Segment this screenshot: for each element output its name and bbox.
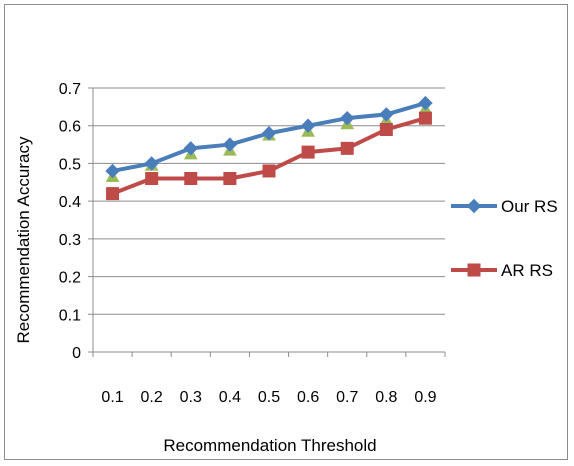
series-0 [105, 95, 433, 179]
legend: Our RS AR RS [451, 197, 558, 280]
x-tick-label: 0.1 [101, 389, 123, 406]
x-tick-label: 0.9 [414, 389, 436, 406]
series-point [222, 137, 238, 152]
series-point [418, 95, 433, 111]
series-point [261, 126, 277, 141]
x-tick-label: 0.4 [219, 389, 241, 406]
y-axis-title: Recommendation Accuracy [14, 136, 33, 343]
series-point [379, 107, 394, 122]
y-tick-label: 0.5 [59, 156, 81, 173]
legend-item: Our RS [451, 197, 558, 216]
series-point [106, 187, 120, 201]
x-tick-label: 0.7 [336, 389, 358, 406]
y-tick-label: 0.7 [59, 81, 81, 98]
legend-label: Our RS [501, 197, 558, 216]
series-point [340, 110, 355, 126]
series-point [340, 141, 354, 155]
x-tick-labels: 0.1 0.2 0.3 0.4 0.5 0.6 0.7 0.8 0.9 [101, 389, 436, 406]
legend-label: AR RS [501, 261, 553, 280]
series-lines [105, 95, 433, 201]
x-tick-label: 0.6 [297, 389, 319, 406]
y-tick-label: 0.4 [59, 194, 81, 211]
y-tick-label: 0.3 [59, 232, 81, 249]
y-tick-label: 0.1 [59, 307, 81, 324]
series-point [183, 141, 198, 156]
series-point [145, 172, 159, 186]
series-point [105, 163, 120, 179]
legend-marker [466, 198, 482, 214]
gridlines [93, 87, 445, 315]
series-point [144, 156, 159, 171]
series-point [184, 172, 198, 186]
series-point [300, 118, 316, 133]
x-tick-label: 0.2 [141, 389, 163, 406]
series-1 [106, 111, 432, 201]
x-axis-title: Recommendation Threshold [163, 436, 376, 455]
chart-frame [4, 4, 568, 460]
y-tick-label: 0.6 [59, 119, 81, 136]
axes [88, 87, 446, 357]
y-tick-label: 0 [72, 345, 81, 362]
series-point [223, 172, 237, 186]
x-tick-label: 0.5 [258, 389, 280, 406]
series-point [418, 111, 432, 125]
series-point [379, 122, 393, 136]
legend-marker [467, 263, 481, 277]
y-tick-label: 0.2 [59, 270, 81, 287]
legend-item: AR RS [451, 261, 553, 280]
series-point [262, 164, 276, 178]
y-tick-labels: 0 0.1 0.2 0.3 0.4 0.5 0.6 0.7 [59, 81, 81, 362]
x-tick-label: 0.3 [180, 389, 202, 406]
x-tick-label: 0.8 [375, 389, 397, 406]
series-point [301, 145, 315, 159]
